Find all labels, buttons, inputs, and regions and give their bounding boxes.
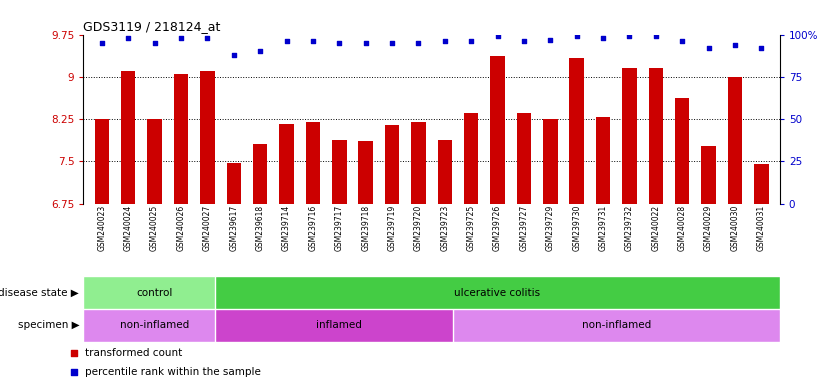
Point	[359, 40, 372, 46]
Text: GSM240026: GSM240026	[177, 205, 185, 251]
Point	[227, 52, 240, 58]
Point	[122, 35, 135, 41]
Point	[702, 45, 716, 51]
Text: GSM240028: GSM240028	[678, 205, 686, 251]
Bar	[253, 144, 268, 204]
Bar	[701, 146, 716, 204]
Point	[412, 40, 425, 46]
Text: GSM239618: GSM239618	[256, 205, 264, 251]
Bar	[675, 98, 690, 204]
Text: GSM239717: GSM239717	[334, 205, 344, 251]
Point	[596, 35, 610, 41]
Text: GSM240025: GSM240025	[150, 205, 159, 251]
Point	[544, 36, 557, 43]
Text: percentile rank within the sample: percentile rank within the sample	[84, 367, 260, 377]
Bar	[649, 68, 663, 204]
Point	[95, 40, 108, 46]
Point	[333, 40, 346, 46]
Text: non-inflamed: non-inflamed	[581, 320, 651, 331]
Bar	[121, 71, 135, 204]
Bar	[384, 125, 399, 204]
Text: specimen ▶: specimen ▶	[18, 320, 79, 331]
Bar	[728, 77, 742, 204]
Text: GSM239714: GSM239714	[282, 205, 291, 251]
Bar	[622, 68, 636, 204]
Text: GSM239716: GSM239716	[309, 205, 318, 251]
Text: transformed count: transformed count	[84, 348, 182, 358]
Text: ulcerative colitis: ulcerative colitis	[455, 288, 540, 298]
Text: GSM239727: GSM239727	[520, 205, 529, 251]
Text: GSM239730: GSM239730	[572, 205, 581, 252]
Bar	[332, 141, 346, 204]
Bar	[83, 276, 226, 309]
Text: GSM240029: GSM240029	[704, 205, 713, 251]
Point	[755, 45, 768, 51]
Bar	[279, 124, 294, 204]
Bar	[411, 122, 425, 204]
Point	[254, 48, 267, 55]
Bar	[173, 74, 188, 204]
Point	[148, 40, 161, 46]
Text: GSM239732: GSM239732	[625, 205, 634, 251]
Point	[623, 33, 636, 39]
Text: non-inflamed: non-inflamed	[120, 320, 189, 331]
Point	[438, 38, 451, 45]
Bar	[754, 164, 769, 204]
Text: GSM239719: GSM239719	[388, 205, 396, 251]
Text: GSM239725: GSM239725	[467, 205, 475, 251]
Text: GSM239731: GSM239731	[599, 205, 607, 251]
Text: GSM239723: GSM239723	[440, 205, 450, 251]
Bar	[464, 113, 479, 204]
Point	[174, 35, 188, 41]
Bar	[490, 56, 505, 204]
Bar	[83, 309, 226, 342]
Text: GSM239720: GSM239720	[414, 205, 423, 251]
Bar	[200, 71, 214, 204]
Bar	[453, 309, 780, 342]
Bar	[595, 118, 610, 204]
Bar	[215, 276, 780, 309]
Text: disease state ▶: disease state ▶	[0, 288, 79, 298]
Bar	[570, 58, 584, 204]
Text: GDS3119 / 218124_at: GDS3119 / 218124_at	[83, 20, 221, 33]
Text: GSM239726: GSM239726	[493, 205, 502, 251]
Point	[517, 38, 530, 45]
Text: GSM240030: GSM240030	[731, 205, 740, 252]
Text: GSM240023: GSM240023	[98, 205, 107, 251]
Text: GSM239718: GSM239718	[361, 205, 370, 251]
Point	[570, 33, 583, 39]
Bar	[215, 309, 463, 342]
Bar	[359, 141, 373, 204]
Bar	[517, 113, 531, 204]
Point	[481, 288, 495, 294]
Bar	[227, 163, 241, 204]
Bar	[305, 122, 320, 204]
Point	[728, 41, 741, 48]
Bar	[543, 119, 558, 204]
Point	[649, 33, 662, 39]
Point	[491, 33, 505, 39]
Point	[465, 38, 478, 45]
Text: GSM240031: GSM240031	[756, 205, 766, 251]
Text: GSM239617: GSM239617	[229, 205, 239, 251]
Point	[201, 35, 214, 41]
Bar	[94, 119, 109, 204]
Point	[306, 38, 319, 45]
Text: GSM239729: GSM239729	[545, 205, 555, 251]
Text: GSM240022: GSM240022	[651, 205, 661, 251]
Point	[280, 38, 294, 45]
Point	[385, 40, 399, 46]
Text: GSM240027: GSM240027	[203, 205, 212, 251]
Text: inflamed: inflamed	[316, 320, 362, 331]
Point	[481, 114, 495, 120]
Point	[676, 38, 689, 45]
Text: GSM240024: GSM240024	[123, 205, 133, 251]
Bar	[438, 141, 452, 204]
Bar	[148, 119, 162, 204]
Text: control: control	[137, 288, 173, 298]
